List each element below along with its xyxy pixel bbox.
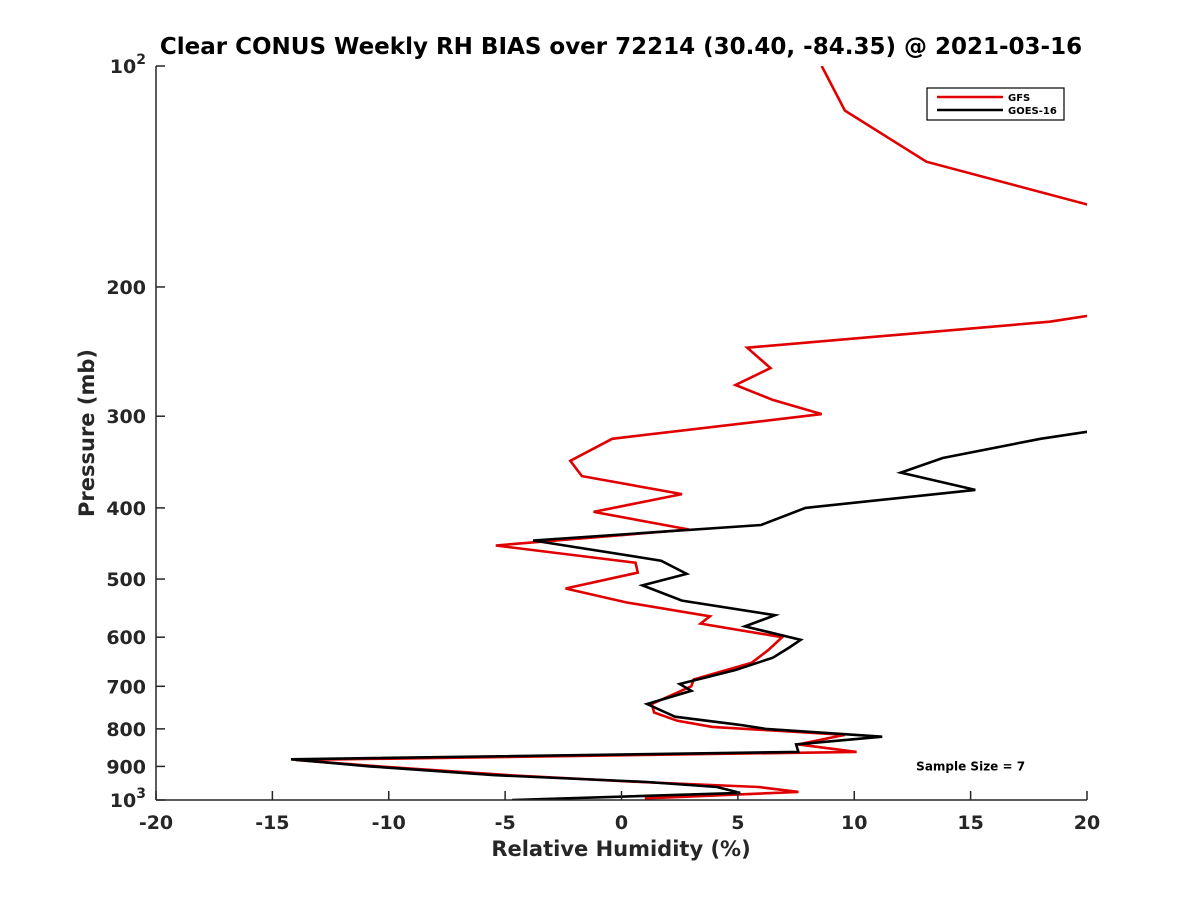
y-tick-label: 500 [106, 569, 146, 591]
y-tick-label: 103 [110, 786, 146, 812]
x-tick-label: -5 [495, 812, 516, 834]
x-tick-label: 15 [957, 812, 983, 834]
x-tick-label: -10 [372, 812, 406, 834]
series-line-goes16 [290, 430, 1087, 800]
legend-label-gfs: GFS [1008, 93, 1030, 104]
x-tick-label: 0 [615, 812, 628, 834]
chart-title: Clear CONUS Weekly RH BIAS over 72214 (3… [160, 34, 1082, 60]
series-layer [290, 66, 1087, 800]
x-tick-label: 5 [731, 812, 744, 834]
series-line-gfs [295, 66, 1087, 800]
y-tick-label: 200 [106, 277, 146, 299]
legend: GFS GOES-16 [926, 87, 1065, 121]
axes [155, 66, 1087, 801]
y-tick-label: 600 [106, 627, 146, 649]
x-tick-label: -15 [255, 812, 289, 834]
y-ticks: 102 200 300 400 500 600 700 800 900 103 [106, 52, 165, 812]
x-tick-label: 10 [841, 812, 867, 834]
y-tick-label: 900 [106, 756, 146, 778]
x-tick-label: 20 [1074, 812, 1100, 834]
y-tick-label: 700 [106, 676, 146, 698]
legend-label-goes16: GOES-16 [1008, 106, 1057, 117]
x-ticks: -20 -15 -10 -5 0 5 10 15 20 [139, 791, 1100, 834]
y-tick-label: 400 [106, 498, 146, 520]
y-tick-label: 102 [110, 52, 146, 78]
x-axis-label: Relative Humidity (%) [491, 837, 750, 861]
y-tick-label: 300 [106, 406, 146, 428]
legend-box [926, 87, 1065, 121]
x-tick-label: -20 [139, 812, 173, 834]
sample-size-annotation: Sample Size = 7 [916, 759, 1025, 773]
y-axis-label: Pressure (mb) [75, 349, 99, 517]
y-tick-label: 800 [106, 719, 146, 741]
